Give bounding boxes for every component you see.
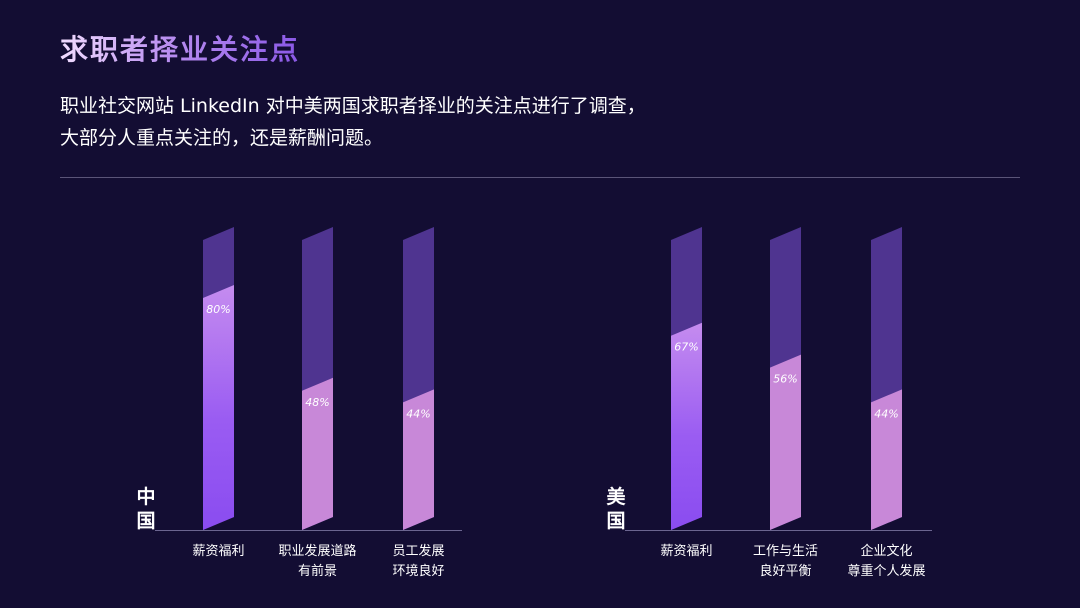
- description-line-1: 职业社交网站 LinkedIn 对中美两国求职者择业的关注点进行了调查，: [60, 95, 646, 117]
- category-label: 员工发展环境良好: [392, 543, 444, 579]
- description-line-2: 大部分人重点关注的，还是薪酬问题。: [60, 127, 384, 149]
- bar: [671, 322, 702, 530]
- header-divider: [60, 177, 1020, 178]
- bar: [403, 389, 434, 530]
- category-label: 薪资福利: [660, 544, 712, 559]
- page-description: 职业社交网站 LinkedIn 对中美两国求职者择业的关注点进行了调查， 大部分…: [60, 90, 1020, 154]
- bar: [871, 389, 902, 530]
- category-label: 企业文化尊重个人发展: [847, 543, 925, 579]
- data-label: 44%: [406, 407, 430, 420]
- bar: [302, 377, 333, 530]
- group-label: 美国: [606, 485, 626, 532]
- data-label: 67%: [674, 341, 698, 354]
- category-label: 工作与生活良好平衡: [753, 544, 818, 579]
- page-title: 求职者择业关注点: [60, 28, 300, 68]
- bar: [770, 354, 801, 530]
- data-label: 44%: [874, 407, 898, 420]
- bar: [203, 285, 234, 530]
- chart-group-2: 美国 67% 薪资福利 56% 工作与生活良好平衡 44% 企业文化尊重个人发展: [606, 227, 932, 579]
- data-label: 80%: [206, 303, 230, 316]
- data-label: 56%: [773, 373, 797, 386]
- data-label: 48%: [305, 396, 329, 409]
- category-label: 职业发展道路有前景: [278, 543, 356, 579]
- group-label: 中国: [136, 485, 155, 532]
- category-label: 薪资福利: [192, 544, 244, 559]
- chart-group-1: 中国 80% 薪资福利 48% 职业发展道路有前景 44% 员工发展环境良好: [136, 227, 462, 579]
